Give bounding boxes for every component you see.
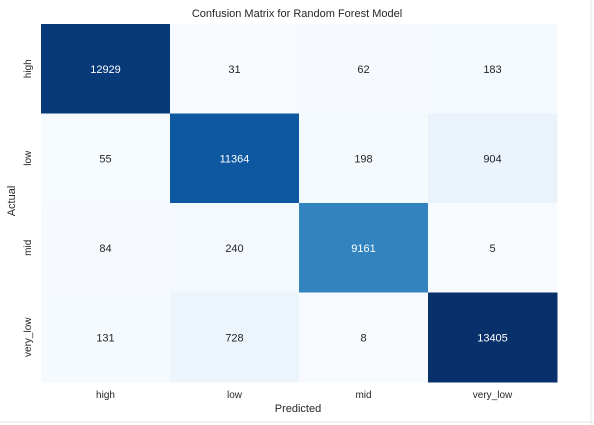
cell-value-label: 183 [483, 64, 501, 76]
heatmap-cell [170, 203, 300, 293]
x-tick-label: mid [355, 390, 371, 401]
x-tick-labels: high low mid very_low [96, 390, 513, 401]
cell-value-label: 8 [360, 332, 366, 344]
heatmap-cell [41, 24, 171, 114]
heatmap-cell [41, 203, 171, 293]
cell-value-label: 55 [99, 153, 111, 165]
chart-title: Confusion Matrix for Random Forest Model [192, 8, 402, 20]
cell-value-label: 31 [228, 64, 240, 76]
cell-value-label: 62 [357, 64, 369, 76]
cell-value-label: 131 [96, 332, 114, 344]
heatmap-cell [170, 24, 300, 114]
heatmap-cell [428, 24, 558, 114]
y-tick-label: low [23, 150, 34, 166]
heatmap-cell [299, 113, 429, 204]
heatmap-cell [299, 292, 429, 383]
heatmap-cell [428, 113, 558, 204]
heatmap-cell [299, 203, 429, 293]
heatmap-cell [41, 292, 171, 383]
cell-value-label: 11364 [220, 153, 250, 165]
cell-value-label: 240 [225, 243, 243, 255]
heatmap-cell [170, 113, 300, 204]
cell-value-label: 12929 [90, 64, 121, 76]
x-tick-label: high [96, 390, 115, 401]
cell-value-label: 13405 [477, 332, 508, 344]
heatmap-cell [170, 292, 300, 383]
cell-value-label: 5 [489, 243, 495, 255]
heatmap-cell [428, 203, 558, 293]
x-tick-label: very_low [473, 390, 513, 401]
heatmap-cell [299, 24, 429, 114]
heatmap-cell [428, 292, 558, 383]
cell-value-label: 728 [225, 332, 243, 344]
cell-value-label: 84 [99, 243, 111, 255]
x-axis-label: Predicted [275, 403, 321, 415]
cell-value-label: 9161 [351, 243, 375, 255]
y-axis-label: Actual [6, 186, 18, 217]
heatmap-cells: 12929 31 62 183 55 11364 198 904 84 240 9161 5 131 72… [41, 24, 558, 383]
y-tick-label: very_low [23, 317, 34, 357]
x-tick-label: low [227, 390, 243, 401]
cell-value-label: 904 [483, 153, 501, 165]
y-tick-label: high [23, 59, 34, 78]
cell-value-label: 198 [354, 153, 372, 165]
heatmap-cell [41, 113, 171, 204]
y-tick-label: mid [23, 240, 34, 256]
y-tick-labels: high low mid very_low [23, 59, 34, 357]
